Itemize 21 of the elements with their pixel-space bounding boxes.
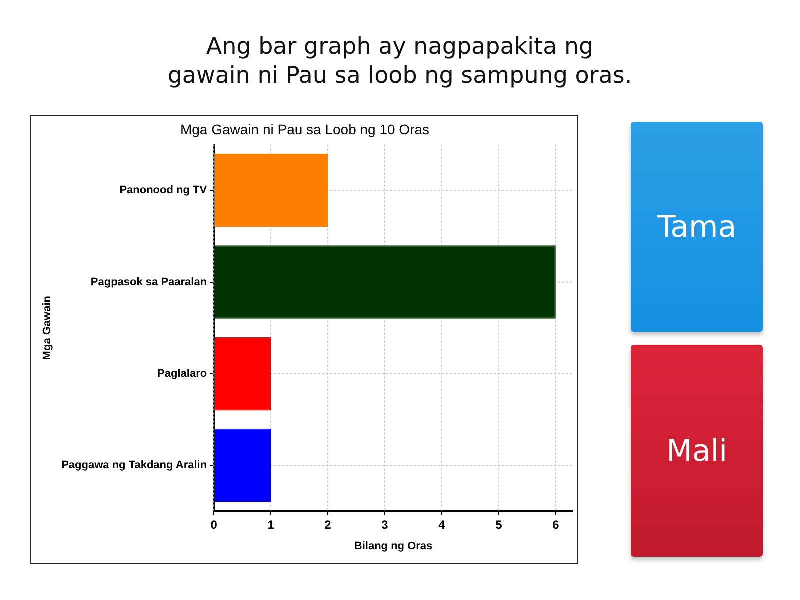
chart-title: Mga Gawain ni Pau sa Loob ng 10 Oras xyxy=(180,121,430,138)
x-tick-label: 1 xyxy=(268,518,275,532)
text: Mali xyxy=(631,345,763,557)
bar xyxy=(214,337,272,411)
text: Tama xyxy=(631,122,763,332)
x-tick-label: 2 xyxy=(324,518,332,532)
y-tick-label: Paglalaro xyxy=(158,368,208,380)
text: Ang bar graph ay nagpapakita ng gawain ni Pau sa loob ng sampung oras. xyxy=(166,33,634,91)
x-tick-label: 4 xyxy=(438,518,446,532)
bar xyxy=(214,154,328,228)
y-tick-label: Paggawa ng Takdang Aralin xyxy=(62,460,208,472)
x-tick-label: 3 xyxy=(382,518,389,532)
x-axis-title: Bilang ng Oras xyxy=(354,540,433,552)
x-tick-label: 5 xyxy=(496,518,503,532)
x-tick-label: 6 xyxy=(552,518,560,532)
bar xyxy=(214,428,272,502)
bar xyxy=(214,246,556,319)
y-tick-label: Panonood ng TV xyxy=(120,184,208,197)
x-tick-label: 0 xyxy=(210,518,218,532)
y-axis-title: Mga Gawain xyxy=(42,296,54,360)
y-tick-label: Pagpasok sa Paaralan xyxy=(90,276,208,288)
